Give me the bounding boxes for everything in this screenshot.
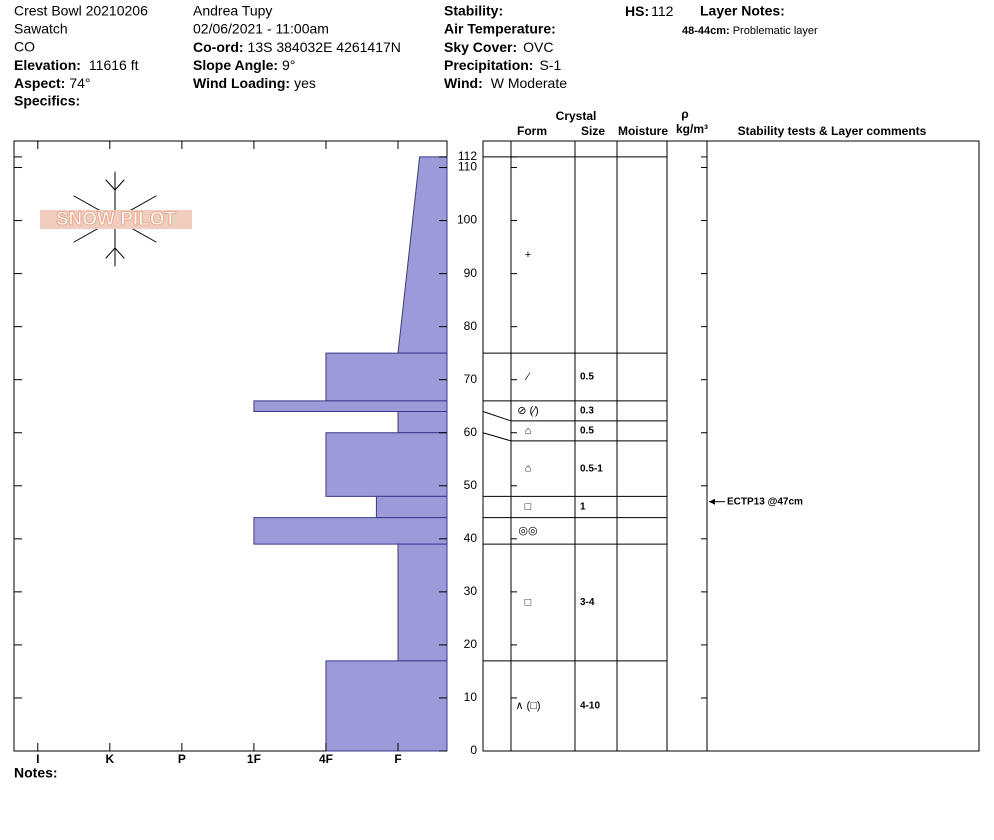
- value: 13S 384032E 4261417N: [248, 39, 401, 55]
- hardness-layer: [375, 495, 448, 519]
- layer-size: 0.5: [580, 426, 594, 437]
- layer-form: ∧ (□): [515, 700, 540, 712]
- state: CO: [14, 39, 35, 55]
- value: W Moderate: [491, 75, 567, 91]
- layer-form: □: [525, 596, 532, 608]
- x-tick-label: F: [394, 752, 401, 766]
- hardness-layer: [325, 660, 448, 752]
- site: Crest Bowl 20210206: [14, 3, 148, 19]
- elevation: Elevation: 11616 ft: [14, 57, 139, 73]
- col-size: Size: [581, 124, 605, 138]
- y-tick-label: 20: [464, 637, 478, 651]
- layer-boundary: [482, 432, 667, 442]
- x-tick-label: K: [105, 752, 114, 766]
- range: Sawatch: [14, 21, 68, 37]
- observer: Andrea Tupy: [193, 3, 272, 19]
- col-comments: Stability tests & Layer comments: [738, 124, 927, 138]
- layer-size: 4-10: [580, 701, 600, 712]
- x-tick-label: I: [36, 752, 39, 766]
- label: 48-44cm:: [682, 25, 730, 37]
- x-tick-label: P: [178, 752, 186, 766]
- table-frame: [482, 140, 980, 752]
- layer-size: 0.5-1: [580, 463, 603, 474]
- label: HS:: [625, 3, 649, 19]
- hardness-layer: [397, 543, 448, 662]
- layer-boundary: [482, 411, 667, 422]
- y-tick-label: 50: [464, 478, 478, 492]
- layer-form: ⌂: [525, 463, 532, 475]
- label: Aspect:: [14, 75, 65, 91]
- air-temperature: Air Temperature:: [444, 21, 556, 37]
- coord: Co-ord: 13S 384032E 4261417N: [193, 39, 401, 55]
- specifics: Specifics:: [14, 93, 80, 109]
- layer-form: +: [525, 249, 531, 261]
- logo-text: SNOW PILOT: [56, 209, 177, 230]
- sky-cover: Sky Cover: OVC: [444, 39, 554, 55]
- aspect: Aspect: 74°: [14, 75, 91, 91]
- test-label: ECTP13 @47cm: [727, 496, 803, 507]
- layer-form: ⊘ (⁄): [517, 405, 538, 417]
- value: 9°: [282, 57, 295, 73]
- label: Slope Angle:: [193, 57, 278, 73]
- label: Elevation:: [14, 57, 81, 73]
- value: 11616 ft: [89, 57, 139, 73]
- layer-form: ⌂: [525, 425, 532, 437]
- y-tick-label: 10: [464, 690, 478, 704]
- logo: SNOW PILOT: [40, 171, 192, 267]
- col-moisture: Moisture: [618, 124, 668, 138]
- precipitation: Precipitation: S-1: [444, 57, 561, 73]
- wind-loading: Wind Loading: yes: [193, 75, 316, 91]
- col-crystal: Crystal: [556, 109, 597, 123]
- value: yes: [294, 75, 316, 91]
- x-tick-label: 4F: [319, 752, 333, 766]
- layer-size: 1: [580, 502, 586, 513]
- layer-form: □: [525, 501, 532, 513]
- y-tick-label: 40: [464, 531, 478, 545]
- y-tick-label: 100: [457, 213, 477, 227]
- col-density-unit: kg/m³: [676, 122, 708, 136]
- layer-size: 3-4: [580, 597, 595, 608]
- layer-notes-title: Layer Notes:: [700, 3, 785, 19]
- y-tick-label: 90: [464, 266, 478, 280]
- y-tick-label: 70: [464, 372, 478, 386]
- hardness-layer: [253, 517, 448, 545]
- y-tick-label: 80: [464, 319, 478, 333]
- x-tick-label: 1F: [247, 752, 261, 766]
- label: Co-ord:: [193, 39, 244, 55]
- value: Problematic layer: [733, 25, 818, 37]
- hs: HS: 112: [625, 3, 674, 19]
- layer-note: 48-44cm: Problematic layer: [682, 25, 818, 37]
- col-density: ρ: [681, 107, 688, 121]
- layer-size: 0.5: [580, 372, 594, 383]
- value: S-1: [539, 57, 561, 73]
- layer-form: ⁄: [524, 371, 531, 383]
- y-tick-label: 60: [464, 425, 478, 439]
- hardness-layer: [253, 400, 448, 413]
- hardness-layer: [325, 432, 448, 497]
- wind: Wind: W Moderate: [444, 75, 567, 91]
- label: Wind:: [444, 75, 483, 91]
- notes-label: Notes:: [14, 765, 58, 781]
- stability: Stability:: [444, 3, 503, 19]
- value: 74°: [69, 75, 90, 91]
- col-form: Form: [517, 124, 547, 138]
- label: Precipitation:: [444, 57, 533, 73]
- hardness-layer: [325, 352, 448, 402]
- layer-size: 0.3: [580, 406, 594, 417]
- hardness-layer: [397, 156, 448, 354]
- y-tick-label: 0: [470, 743, 477, 757]
- label: Wind Loading:: [193, 75, 290, 91]
- slope-angle: Slope Angle: 9°: [193, 57, 295, 73]
- value: OVC: [523, 39, 553, 55]
- y-tick-label: 112: [458, 149, 477, 163]
- label: Sky Cover:: [444, 39, 517, 55]
- value: 112: [651, 3, 674, 19]
- layer-form: ◎◎: [518, 525, 537, 537]
- hardness-layer: [397, 411, 448, 434]
- y-tick-label: 30: [464, 584, 478, 598]
- datetime: 02/06/2021 - 11:00am: [193, 21, 329, 37]
- test-arrowhead: [709, 498, 715, 505]
- y-tick-label: 110: [458, 160, 477, 174]
